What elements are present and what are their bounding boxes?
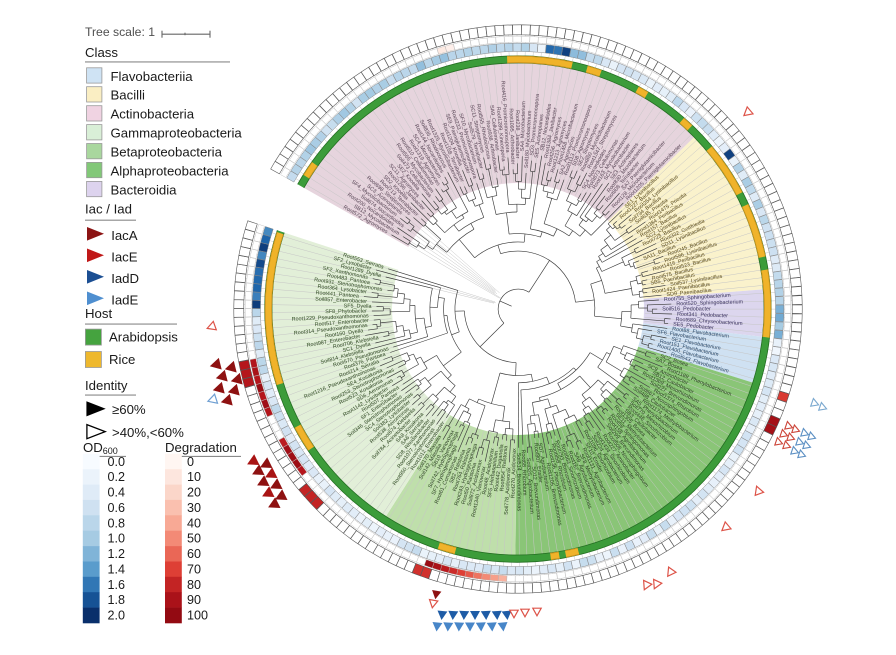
svg-text:1.0: 1.0 xyxy=(108,532,126,546)
svg-text:Gammaproteobacteria: Gammaproteobacteria xyxy=(111,126,243,141)
svg-text:Tree scale: 1: Tree scale: 1 xyxy=(85,25,155,39)
svg-text:0: 0 xyxy=(187,455,194,469)
svg-text:IadE: IadE xyxy=(111,292,138,307)
svg-text:Degradation: Degradation xyxy=(165,440,237,455)
svg-text:10: 10 xyxy=(187,470,201,484)
svg-text:1.4: 1.4 xyxy=(108,563,126,577)
svg-text:70: 70 xyxy=(187,563,201,577)
svg-text:Bacilli: Bacilli xyxy=(111,88,146,103)
svg-text:0.8: 0.8 xyxy=(108,516,126,530)
svg-text:IadD: IadD xyxy=(111,271,139,286)
svg-text:Host: Host xyxy=(85,306,112,321)
svg-text:80: 80 xyxy=(187,578,201,592)
svg-text:1.6: 1.6 xyxy=(108,578,126,592)
svg-text:≥60%: ≥60% xyxy=(112,402,146,417)
svg-text:Class: Class xyxy=(85,45,118,60)
svg-text:30: 30 xyxy=(187,501,201,515)
svg-text:90: 90 xyxy=(187,593,201,607)
svg-text:Flavobacteriia: Flavobacteriia xyxy=(111,69,194,84)
svg-text:100: 100 xyxy=(187,609,208,623)
svg-text:50: 50 xyxy=(187,532,201,546)
svg-text:IacE: IacE xyxy=(111,249,138,264)
svg-text:IacA: IacA xyxy=(111,228,138,243)
svg-text:0.2: 0.2 xyxy=(108,470,126,484)
svg-text:Iac / Iad: Iac / Iad xyxy=(85,202,132,217)
svg-text:Arabidopsis: Arabidopsis xyxy=(109,329,178,344)
svg-text:>40%,<60%: >40%,<60% xyxy=(112,425,184,440)
svg-text:60: 60 xyxy=(187,547,201,561)
svg-text:0.4: 0.4 xyxy=(108,486,126,500)
svg-text:0.0: 0.0 xyxy=(108,455,126,469)
svg-text:20: 20 xyxy=(187,486,201,500)
svg-text:40: 40 xyxy=(187,516,201,530)
svg-text:Identity: Identity xyxy=(85,378,128,393)
svg-text:1.2: 1.2 xyxy=(108,547,126,561)
svg-text:Bacteroidia: Bacteroidia xyxy=(111,182,178,197)
svg-text:1.8: 1.8 xyxy=(108,593,126,607)
svg-text:2.0: 2.0 xyxy=(108,609,126,623)
svg-text:Betaproteobacteria: Betaproteobacteria xyxy=(111,145,223,160)
svg-text:Alphaproteobacteria: Alphaproteobacteria xyxy=(111,163,230,178)
svg-text:Actinobacteria: Actinobacteria xyxy=(111,107,195,122)
svg-text:Rice: Rice xyxy=(109,352,135,367)
svg-text:0.6: 0.6 xyxy=(108,501,126,515)
